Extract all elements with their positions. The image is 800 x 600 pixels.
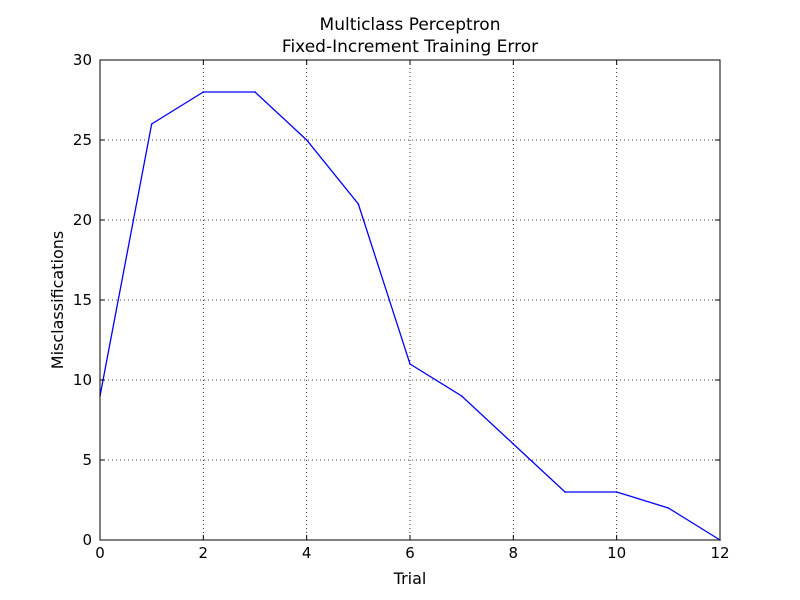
y-axis-label: Misclassifications [48, 231, 67, 369]
chart-title-line-2: Fixed-Increment Training Error [282, 37, 538, 57]
data-point [460, 395, 463, 397]
data-point [409, 363, 411, 365]
data-point [254, 91, 256, 93]
y-tick-label: 25 [73, 131, 92, 149]
x-tick-label: 6 [405, 544, 415, 562]
data-point [667, 507, 670, 509]
data-point [512, 443, 515, 445]
data-point [202, 91, 205, 93]
data-point [564, 491, 566, 493]
data-point [357, 203, 360, 205]
y-tick-label: 10 [73, 371, 92, 389]
y-tick-label: 0 [82, 531, 92, 549]
x-tick-labels: 0 2 4 6 8 10 12 [95, 544, 729, 562]
grid [99, 59, 721, 541]
x-tick-label: 10 [607, 544, 626, 562]
data-point [305, 139, 308, 141]
y-tick-label: 15 [73, 291, 92, 309]
y-tick-labels: 0 5 10 15 20 25 30 [73, 51, 92, 549]
x-axis-label: Trial [393, 569, 427, 588]
x-tick-label: 12 [710, 544, 729, 562]
y-tick-label: 20 [73, 211, 92, 229]
x-tick-label: 8 [509, 544, 519, 562]
x-tick-label: 4 [302, 544, 312, 562]
chart-title-line-1: Multiclass Perceptron [320, 15, 501, 35]
data-point [615, 491, 618, 493]
y-tick-label: 30 [73, 51, 92, 69]
ticks [99, 59, 721, 541]
data-point [150, 123, 153, 125]
x-tick-label: 0 [95, 544, 105, 562]
y-tick-label: 5 [82, 451, 92, 469]
x-tick-label: 2 [199, 544, 209, 562]
